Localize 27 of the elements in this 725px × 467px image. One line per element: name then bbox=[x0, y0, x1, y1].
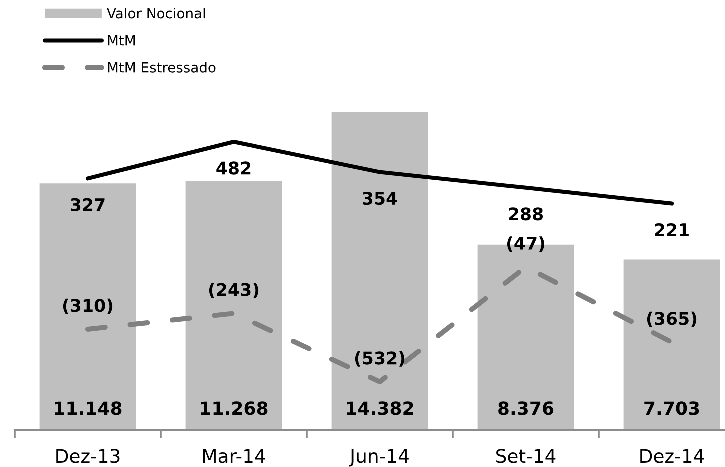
bar bbox=[624, 260, 720, 430]
x-tick-label: Dez-14 bbox=[640, 449, 704, 464]
data-label: 7.703 bbox=[644, 402, 700, 416]
data-label: 354 bbox=[363, 192, 398, 206]
x-tick-label: Jun-14 bbox=[349, 449, 409, 467]
x-tick-label: Mar-14 bbox=[203, 449, 266, 464]
legend-label: MtM Estressado bbox=[108, 62, 216, 73]
data-label: 221 bbox=[655, 223, 689, 236]
data-label: 288 bbox=[509, 208, 544, 221]
data-label: (365) bbox=[647, 312, 697, 328]
bar bbox=[40, 184, 136, 430]
bar bbox=[186, 180, 282, 430]
data-label: 14.382 bbox=[347, 402, 414, 416]
data-label: (47) bbox=[507, 236, 545, 252]
data-label: (243) bbox=[209, 282, 259, 298]
data-label: 11.268 bbox=[201, 402, 268, 416]
data-label: (532) bbox=[355, 351, 405, 367]
x-tick-label: Set-14 bbox=[496, 449, 556, 464]
bar bbox=[332, 112, 428, 430]
legend-label: Valor Nocional bbox=[107, 8, 206, 19]
legend-label: MtM bbox=[108, 35, 135, 46]
data-label: 11.148 bbox=[55, 402, 122, 416]
x-tick-label: Dez-13 bbox=[56, 449, 120, 464]
data-label: 8.376 bbox=[498, 402, 554, 416]
data-label: 482 bbox=[216, 162, 251, 175]
data-label: (310) bbox=[63, 298, 113, 314]
data-label: 327 bbox=[71, 198, 105, 212]
